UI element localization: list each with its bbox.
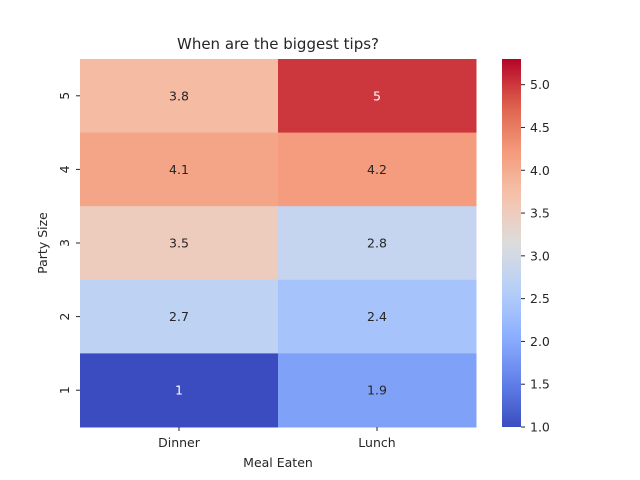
heatmap-cell [278, 279, 477, 354]
colorbar-tick-label: 4.5 [530, 120, 550, 135]
heatmap-cell [80, 132, 279, 207]
colorbar-tick-label: 2.0 [530, 334, 550, 349]
y-tick-label: 3 [57, 239, 72, 247]
heatmap-cell [80, 206, 279, 281]
y-tick-label: 2 [57, 313, 72, 321]
y-tick-label: 4 [57, 165, 72, 173]
colorbar-tick-label: 1.0 [530, 420, 550, 435]
colorbar: 1.0 1.5 2.0 2.5 3.0 3.5 4.0 4.5 5.0 [502, 59, 550, 435]
cell-value-label: 4.1 [169, 162, 189, 177]
colorbar-tick-label: 3.0 [530, 248, 550, 263]
colorbar-tick-label: 5.0 [530, 77, 550, 92]
cell-value-label: 2.8 [367, 236, 387, 251]
heatmap-cell [80, 59, 279, 134]
y-axis-label: Party Size [35, 212, 50, 274]
heatmap-cell [278, 206, 477, 281]
x-tick-label: Lunch [358, 435, 395, 450]
cell-value-label: 3.8 [169, 88, 189, 103]
colorbar-tick-label: 1.5 [530, 377, 550, 392]
colorbar-tick-label: 4.0 [530, 163, 550, 178]
cell-value-label: 2.4 [367, 309, 387, 324]
cell-value-label: 2.7 [169, 309, 189, 324]
heatmap-cell [80, 353, 279, 428]
heatmap-cell [278, 132, 477, 207]
colorbar-tick-label: 3.5 [530, 206, 550, 221]
colorbar-gradient [502, 59, 521, 427]
heatmap-cell [80, 279, 279, 354]
cell-value-label: 1 [175, 383, 183, 398]
chart-title: When are the biggest tips? [177, 35, 379, 53]
y-tick-label: 1 [57, 386, 72, 394]
heatmap-cell [278, 353, 477, 428]
heatmap-cells: 3.8 5 4.1 4.2 3.5 2.8 2.7 2.4 1 1.9 [80, 59, 477, 428]
heatmap-cell [278, 59, 477, 134]
y-axis: 5 4 3 2 1 [57, 92, 80, 394]
y-tick-label: 5 [57, 92, 72, 100]
x-axis: Dinner Lunch [158, 427, 396, 450]
x-axis-label: Meal Eaten [243, 455, 313, 470]
cell-value-label: 1.9 [367, 383, 387, 398]
cell-value-label: 4.2 [367, 162, 387, 177]
x-tick-label: Dinner [158, 435, 201, 450]
cell-value-label: 3.5 [169, 236, 189, 251]
cell-value-label: 5 [373, 88, 381, 103]
colorbar-tick-label: 2.5 [530, 291, 550, 306]
